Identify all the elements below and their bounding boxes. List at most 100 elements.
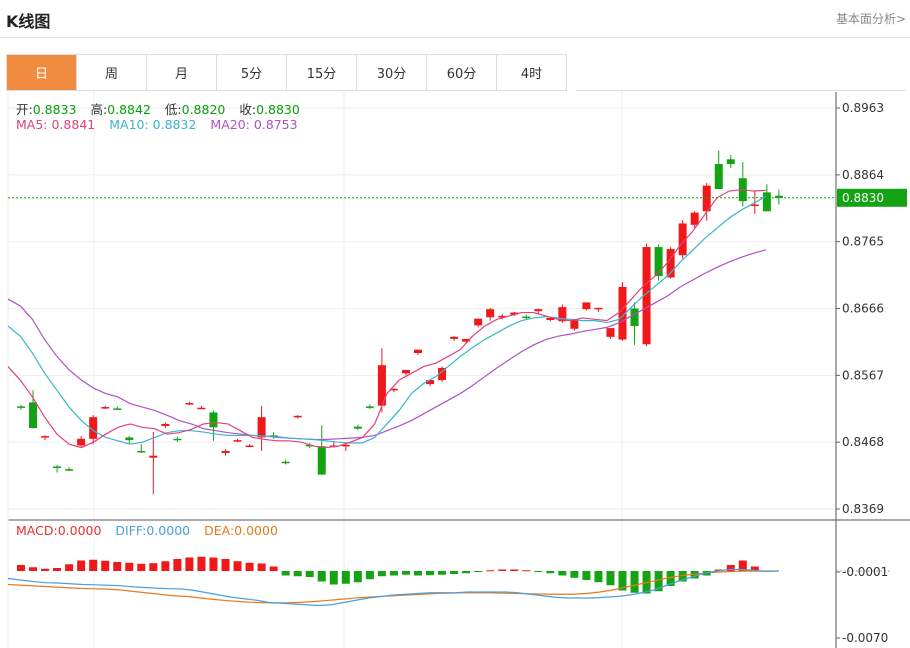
price-tick-label: 0.8765 [842,235,884,249]
candle-body [317,446,326,475]
macd-bar [498,569,507,571]
candle-body [173,438,182,441]
tab-day[interactable]: 日 [7,55,77,91]
macd-bar [161,561,170,571]
macd-bar [594,571,603,583]
macd-bar [666,571,675,586]
low-label: 低: [164,102,182,117]
candle-body [257,417,266,438]
fundamental-analysis-link[interactable]: 基本面分析> [835,12,906,26]
candle-body [209,412,218,428]
candle-body [401,369,410,374]
price-tick-label: 0.8468 [842,435,884,449]
candle-body [426,380,435,385]
candle-body [353,426,362,429]
macd-bar [293,571,302,577]
tab-5min[interactable]: 5分 [217,55,287,91]
macd-bar [750,566,759,571]
macd-bar [221,559,230,571]
macd-bar [450,571,459,574]
macd-bar [173,559,182,571]
diff-label: DIFF: [115,523,147,538]
candle-body [149,455,158,458]
candle-body [65,469,74,471]
macd-bar [245,562,254,571]
high-value: 0.8842 [107,102,151,117]
tab-month[interactable]: 月 [147,55,217,91]
macd-bar [329,571,338,585]
candle-body [618,286,627,340]
candle-body [762,192,771,212]
tabs-divider [576,90,906,91]
candle-body [101,407,110,409]
ohlc-legend: 开:0.8833 高:0.8842 低:0.8820 收:0.8830 [16,99,310,118]
candle-body [365,406,374,408]
diff-line [7,568,779,607]
macd-bar [137,563,146,571]
macd-bar [209,557,218,571]
macd-bar [29,567,38,571]
macd-legend: MACD:0.0000 DIFF:0.0000 DEA:0.0000 [16,523,288,538]
candle-body [630,308,639,327]
macd-label: MACD: [16,523,58,538]
ma10-label: MA10: [109,117,149,132]
candle-body [377,365,386,406]
open-label: 开: [16,102,33,117]
tab-4hour[interactable]: 4时 [497,55,567,91]
candle-body [137,450,146,453]
macd-bar [486,570,495,572]
macd-bar [365,571,374,580]
candle-body [197,407,206,410]
candle-body [750,204,759,207]
candle-body [522,316,531,319]
header-bar: K线图 基本面分析> [0,0,910,38]
candle-body [413,349,422,354]
macd-bar [53,568,62,571]
candle-body [582,302,591,310]
price-tick-label: 0.8864 [842,168,884,182]
kline-chart[interactable]: 0.8963 0.8864 0.8765 0.8666 0.8567 0.8468 0.83… [0,92,910,648]
candle-body [462,338,471,342]
ma5-line [7,189,766,449]
candle-body [77,438,86,446]
macd-tick-label: -0.0001 [842,565,888,579]
tab-30min[interactable]: 30分 [357,55,427,91]
candle-body [450,336,459,339]
candle-body [606,328,615,337]
candle-body [666,249,675,278]
macd-bar [197,556,206,571]
ma10-value: 0.8832 [152,117,197,132]
macd-bar [510,569,519,571]
macd-bar [281,571,290,576]
candle-body [642,247,651,345]
macd-bar [618,571,627,591]
macd-value: 0.0000 [57,523,102,538]
macd-bar [65,564,74,571]
macd-bar [341,571,350,584]
candle-body [534,309,543,312]
tab-week[interactable]: 周 [77,55,147,91]
macd-bar [401,571,410,575]
candle-body [510,312,519,315]
tab-60min[interactable]: 60分 [427,55,497,91]
macd-bar [558,571,567,576]
tab-15min[interactable]: 15分 [287,55,357,91]
dea-value: 0.0000 [234,523,278,538]
high-label: 高: [90,102,108,117]
price-tick-label: 0.8963 [842,101,884,115]
candle-body [594,307,603,310]
macd-bar [570,571,579,578]
period-tabs: 日 周 月 5分 15分 30分 60分 4时 [6,54,567,91]
candle-body [474,318,483,326]
ma5-label: MA5: [16,117,48,132]
macd-bar [17,565,25,571]
macd-bar [630,571,639,593]
candle-body [89,417,98,439]
price-tick-label: 0.8567 [842,368,884,382]
macd-bar [149,563,158,571]
macd-bar [185,557,194,571]
candle-body [678,223,687,256]
macd-bar [89,559,98,571]
candle-body [726,159,735,165]
macd-bar [582,571,591,580]
